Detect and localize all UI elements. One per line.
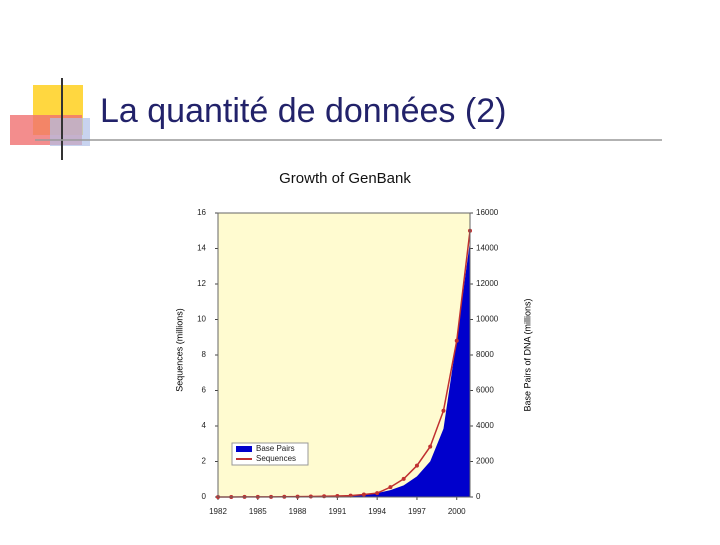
y-tick-label: 2 [202, 457, 207, 466]
point [322, 494, 327, 499]
y-tick-label: 10 [197, 315, 206, 324]
y2-tick-label: 6000 [476, 386, 494, 395]
y-tick-label: 14 [197, 244, 206, 253]
x-tick-label: 1988 [289, 507, 307, 516]
point [388, 485, 393, 490]
y-tick-label: 4 [202, 421, 207, 430]
x-tick-label: 2000 [448, 507, 466, 516]
point [428, 444, 433, 449]
x-tick-label: 1997 [408, 507, 426, 516]
point [401, 476, 406, 481]
y2-tick-label: 0 [476, 492, 481, 501]
y2-tick-label: 16000 [476, 208, 499, 217]
y2-tick-label: 10000 [476, 315, 499, 324]
x-tick-label: 1991 [328, 507, 346, 516]
point [361, 492, 366, 497]
y2-tick-label: 4000 [476, 421, 494, 430]
legend-label: Base Pairs [256, 444, 295, 453]
point [414, 463, 419, 468]
x-tick-label: 1985 [249, 507, 267, 516]
y2-tick-label: 8000 [476, 350, 494, 359]
point [375, 491, 380, 496]
legend-label: Sequences [256, 454, 296, 463]
y-tick-label: 8 [202, 350, 207, 359]
y-tick-label: 0 [202, 492, 207, 501]
y-tick-label: 6 [202, 386, 207, 395]
y2-tick-label: 2000 [476, 457, 494, 466]
y2-axis-label: Base Pairs of DNA (millions) [522, 298, 532, 411]
x-tick-label: 1994 [368, 507, 386, 516]
x-tick-label: 1982 [209, 507, 227, 516]
decor-square [50, 118, 90, 146]
y-axis-label: Sequences (millions) [174, 308, 184, 392]
area [218, 241, 470, 497]
slide-title: La quantité de données (2) [100, 92, 506, 130]
plot-frame [217, 212, 471, 498]
point [308, 494, 313, 499]
chart-title: Growth of GenBank [279, 170, 411, 187]
point [441, 408, 446, 413]
y2-tick-label: 14000 [476, 244, 499, 253]
legend-swatch [236, 446, 252, 452]
y2-tick-label: 12000 [476, 279, 499, 288]
y-tick-label: 12 [197, 279, 206, 288]
point [454, 338, 459, 343]
y-tick-label: 16 [197, 208, 206, 217]
